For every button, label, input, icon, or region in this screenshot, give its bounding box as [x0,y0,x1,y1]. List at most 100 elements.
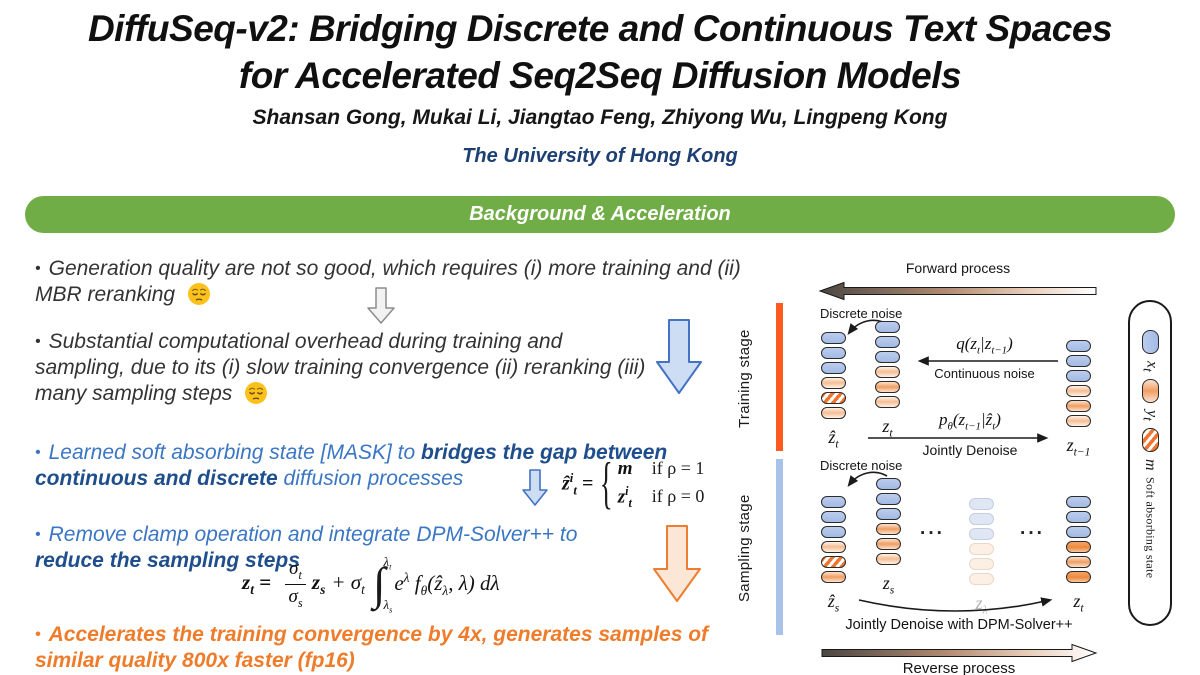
down-arrow-blue-icon [656,319,702,394]
bullet-dpm-solver: • Remove clamp operation and integrate DP… [35,523,578,572]
token-orange-light [821,377,846,389]
token-orange-light [875,366,900,378]
stack-tokens [1066,496,1091,583]
section-banner-label: Background & Acceleration [469,203,731,225]
stack-tokens [876,478,901,565]
stack-tokens [969,498,994,585]
bullet-generation-quality: • Generation quality are not so good, whi… [35,256,747,313]
legend-m-description: Soft absorbing state [1143,477,1158,579]
pensive-emoji [244,381,268,412]
sampling-stage-label: Sampling stage [736,494,753,602]
discrete-noise-label-sampling: Discrete noise [820,458,903,473]
training-stage-bar [776,303,783,451]
bullet-dot: • [35,333,41,350]
bullet-acceleration-results: • Accelerates the training convergence by… [35,623,709,672]
legend-y-token [1141,378,1159,403]
forward-process-label: Forward process [905,260,1011,276]
sampling-stage-bar [776,459,783,635]
token-faint-blue [969,528,994,540]
token-blue [1066,496,1091,508]
down-arrow-orange-icon [653,525,701,602]
reverse-process-label: Reverse process [902,660,1016,675]
token-orange-light [821,541,846,553]
token-blue [1066,355,1091,367]
ellipsis-right: ··· [1020,523,1045,544]
token-blue [876,478,901,490]
token-orange-mid [876,523,901,535]
legend-m-token [1141,427,1159,452]
dpm-solver-curve-arrow [858,597,1053,612]
equation-absorbing-state: ẑit = { m if ρ = 1 zit if ρ = 0 [562,452,705,515]
token-blue [876,493,901,505]
token-faint-orange [969,573,994,585]
down-arrow-gray-icon [367,287,395,324]
token-blue [1066,526,1091,538]
bullet-dot: • [35,444,41,461]
legend-x-token [1141,330,1159,354]
page-title-line2: for Accelerated Seq2Seq Diffusion Models [238,55,962,96]
stack-z-t-sampling: zt [1066,496,1091,615]
token-hatched [821,556,846,568]
jointly-denoise-arrow [868,433,1049,443]
token-blue [821,347,846,359]
ellipsis-left: ··· [920,523,945,544]
stack-tokens [821,332,846,419]
stack-tokens [821,496,846,583]
integral-symbol: ∫ [372,558,386,610]
legend-y-label: yt [1140,409,1161,421]
section-banner: Background & Acceleration [25,196,1175,233]
equation-dpm-integral: zt = σt σs zs + σt ∫ λt λs eλ fθ(ẑλ, λ) dλ [242,554,500,615]
discrete-noise-label-training: Discrete noise [820,306,903,321]
case-brace: { [600,452,614,515]
pensive-emoji [187,282,211,313]
token-hatched [821,392,846,404]
affiliation: The University of Hong Kong [462,145,738,167]
stack-z-t-training: zt [875,321,900,440]
token-blue [821,496,846,508]
training-stage-label: Training stage [736,329,753,429]
token-legend: xt yt m Soft absorbing state [1128,300,1172,626]
token-faint-blue [969,513,994,525]
stack-z-hat-s: ẑs [821,496,846,615]
down-arrow-blue-small-icon [522,469,548,506]
token-orange-light [821,407,846,419]
token-blue [821,511,846,523]
token-blue [875,321,900,333]
authors: Shansan Gong, Mukai Li, Jiangtao Feng, Z… [252,106,948,129]
token-orange-mid [876,538,901,550]
token-blue [1066,340,1091,352]
page-title-line1: DiffuSeq-v2: Bridging Discrete and Conti… [87,8,1113,49]
q-distribution-label: q(zt|zt−1) [956,334,1013,357]
stack-tokens [1066,340,1091,427]
token-blue [875,351,900,363]
bullet-computational-overhead: • Substantial computational overhead duri… [35,329,650,412]
continuous-noise-arrow [917,356,1058,366]
token-orange-mid [1066,400,1091,412]
token-blue [821,526,846,538]
p-distribution-label: pθ(zt−1|ẑt) [939,410,1001,433]
token-faint-orange [969,558,994,570]
token-orange-mid [1066,556,1091,568]
stack-tokens [875,321,900,408]
forward-process-arrow [818,281,1097,301]
bullet-dot: • [35,260,41,277]
token-blue [821,362,846,374]
token-orange-strong [1066,541,1091,553]
jointly-denoise-dpm-label: Jointly Denoise with DPM-Solver++ [845,617,1073,633]
token-orange-light [1066,415,1091,427]
stack-z-lambda: zλ [969,498,994,617]
token-orange-strong [1066,571,1091,583]
bullet-soft-absorbing-state: • Learned soft absorbing state [MASK] to … [35,441,668,490]
token-blue [876,508,901,520]
token-orange-mid [875,381,900,393]
token-blue [875,336,900,348]
legend-m-label: m [1142,458,1159,471]
bullet-dot: • [35,526,41,543]
token-blue [1066,511,1091,523]
reverse-process-arrow [821,643,1098,663]
token-faint-orange [969,543,994,555]
continuous-noise-label: Continuous noise [934,366,1035,381]
stack-z-t-minus-1: zt−1 [1066,340,1091,459]
token-blue [821,332,846,344]
